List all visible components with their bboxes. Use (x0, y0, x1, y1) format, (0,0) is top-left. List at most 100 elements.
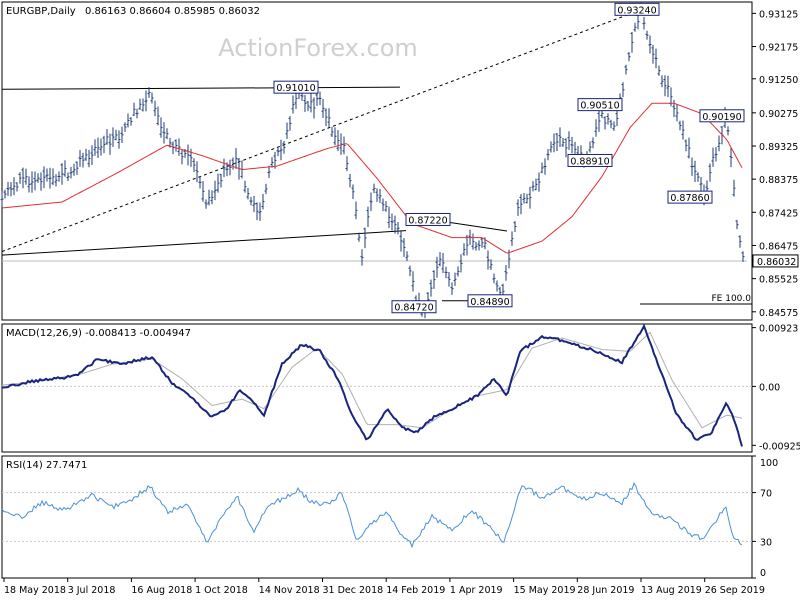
price-bar (210, 190, 214, 205)
price-bar (165, 128, 169, 140)
price-bar (117, 130, 121, 149)
price-bar (648, 35, 652, 54)
price-bar (519, 194, 523, 215)
price-bar (24, 168, 28, 185)
x-tick-label: 18 May 2018 (4, 585, 66, 596)
price-bar (285, 122, 289, 140)
price-bar (660, 75, 664, 88)
price-bar (348, 173, 352, 188)
annotation: 0.90510 (577, 98, 623, 112)
price-bar (696, 172, 700, 182)
annotation-box (467, 294, 513, 308)
price-bar (630, 32, 634, 53)
macd-signal-line (1, 331, 743, 429)
price-bar (138, 98, 142, 110)
price-bar (432, 270, 436, 289)
price-bar (78, 150, 82, 167)
macd-tick-label: -0.009253 (759, 441, 800, 452)
price-bar (135, 108, 139, 119)
price-bar (261, 193, 265, 210)
moving-average-line (1, 102, 743, 254)
annotation-label: 0.87220 (408, 215, 447, 226)
price-bar (153, 100, 157, 117)
price-bar (447, 272, 451, 287)
price-bar (453, 272, 457, 286)
price-bar (606, 113, 610, 125)
price-bar (402, 237, 406, 257)
price-tick-label: 0.85525 (759, 275, 798, 286)
price-bar (429, 279, 433, 297)
rsi-line (1, 482, 743, 549)
price-bar (192, 158, 196, 172)
price-bar (624, 64, 628, 75)
annotation-label: 0.93240 (617, 5, 656, 16)
price-bar (387, 206, 391, 229)
annotation-label: 0.84720 (394, 303, 433, 314)
annotation-label: 0.88910 (570, 156, 609, 167)
price-bar (714, 147, 718, 162)
price-bar (612, 121, 616, 131)
price-tick-label: 0.87425 (759, 208, 798, 219)
x-tick-label: 16 Aug 2018 (131, 585, 192, 596)
annotation-box (699, 109, 745, 123)
price-bar (48, 167, 52, 189)
price-bar (324, 108, 328, 126)
price-tick-label: 0.92175 (759, 43, 798, 54)
price-bar (363, 227, 367, 249)
price-bar (270, 157, 274, 168)
price-bar (609, 119, 613, 129)
price-tick-label: 0.86475 (759, 241, 798, 252)
price-bar (114, 129, 118, 141)
price-bar (66, 172, 70, 182)
price-bar (732, 179, 736, 197)
price-bar (399, 230, 403, 252)
annotation: 0.90190 (699, 109, 745, 123)
price-bar (603, 116, 607, 130)
price-bar (147, 87, 151, 98)
price-bar (558, 127, 562, 147)
price-bar (27, 176, 31, 193)
annotation: 0.84890 (467, 294, 513, 308)
price-bar (291, 95, 295, 114)
annotation: 0.84720 (391, 300, 437, 314)
price-bar (258, 202, 262, 221)
price-bar (312, 97, 316, 119)
price-bar (384, 201, 388, 212)
price-bar (201, 181, 205, 202)
price-bar (456, 266, 460, 277)
price-bar (276, 146, 280, 157)
price-bar (726, 126, 730, 136)
annotation-box (667, 190, 713, 204)
price-bar (18, 172, 22, 184)
annotation: 0.87860 (667, 190, 713, 204)
price-bar (345, 156, 349, 172)
price-bar (354, 201, 358, 220)
price-bar (174, 139, 178, 152)
rsi-tick-label: 30 (760, 537, 772, 548)
price-bar (228, 159, 232, 176)
price-bar (480, 237, 484, 248)
price-bar (54, 174, 58, 187)
current-price-label: 0.86032 (757, 257, 796, 268)
price-bar (195, 161, 199, 183)
price-bar (408, 265, 412, 277)
price-bar (87, 149, 91, 168)
price-bar (693, 160, 697, 183)
x-tick-label: 31 Dec 2018 (323, 585, 384, 596)
price-bar (462, 243, 466, 256)
price-bar (735, 220, 739, 230)
x-tick-label: 1 Oct 2018 (195, 585, 248, 596)
price-tick-label: 0.89325 (759, 142, 798, 153)
price-bar (621, 82, 625, 98)
price-bar (567, 131, 571, 150)
price-bar (150, 92, 154, 104)
price-bar (132, 102, 136, 116)
price-bar (369, 192, 373, 212)
price-bar (180, 149, 184, 165)
price-bar (594, 119, 598, 137)
price-bar (12, 177, 16, 196)
price-bar (102, 135, 106, 154)
price-bar (633, 22, 637, 32)
